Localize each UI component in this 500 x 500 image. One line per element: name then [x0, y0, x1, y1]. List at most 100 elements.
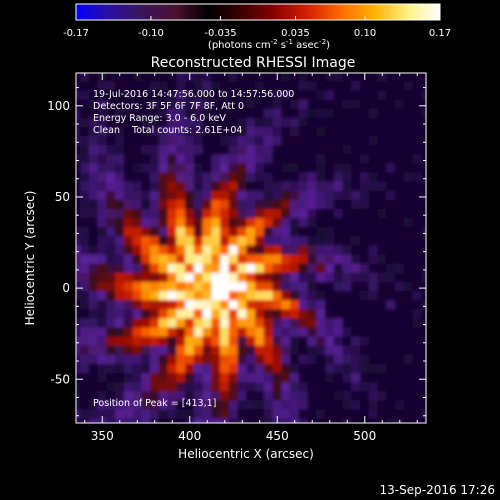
heatmap-cell — [368, 263, 379, 273]
heatmap-cell — [228, 381, 239, 392]
heatmap-cell — [141, 254, 151, 264]
heatmap-cell — [412, 372, 422, 383]
heatmap-cell — [185, 318, 195, 328]
heatmap-cell — [298, 363, 309, 374]
heatmap-cell — [272, 409, 282, 419]
heatmap-cell — [97, 181, 107, 191]
heatmap-cell — [281, 254, 291, 264]
heatmap-cell — [421, 354, 426, 364]
heatmap-cell — [333, 236, 344, 246]
heatmap-cell — [237, 254, 247, 264]
heatmap-cell — [193, 308, 204, 319]
heatmap-cell — [106, 372, 116, 383]
heatmap-cell — [202, 363, 212, 374]
heatmap-cell — [307, 254, 317, 264]
heatmap-cell — [98, 63, 107, 72]
heatmap-cell — [421, 126, 426, 137]
heatmap-cell — [76, 81, 81, 91]
heatmap-cell — [307, 163, 317, 173]
heatmap-cell — [316, 281, 326, 291]
heatmap-cell — [76, 190, 81, 200]
heatmap-cell — [237, 172, 247, 182]
heatmap-cell — [403, 153, 414, 164]
heatmap-cell — [202, 400, 212, 410]
heatmap-cell — [281, 327, 291, 337]
heatmap-cell — [185, 172, 195, 182]
heatmap-cell — [202, 381, 212, 392]
heatmap-cell — [185, 400, 195, 410]
heatmap-cell — [141, 73, 151, 82]
heatmap-cell — [351, 381, 361, 392]
heatmap-cell — [211, 345, 221, 355]
heatmap-cell — [360, 318, 370, 328]
heatmap-cell — [176, 163, 186, 173]
heatmap-cell — [132, 181, 142, 191]
x-tick-label: 450 — [266, 429, 289, 443]
heatmap-cell — [342, 254, 352, 264]
heatmap-cell — [88, 327, 99, 337]
heatmap-cell — [176, 318, 186, 328]
heatmap-cell — [158, 172, 169, 182]
heatmap-cell — [421, 327, 426, 337]
heatmap-cell — [97, 99, 107, 109]
heatmap-cell — [123, 409, 134, 419]
heatmap-cell — [412, 208, 422, 219]
heatmap-cell — [185, 299, 195, 310]
heatmap-cell — [220, 381, 230, 392]
heatmap-cell — [307, 117, 317, 127]
heatmap-cell — [88, 409, 99, 419]
heatmap-cell — [395, 354, 405, 364]
heatmap-cell — [281, 217, 291, 228]
heatmap-cell — [176, 90, 186, 100]
heatmap-cell — [167, 272, 177, 282]
heatmap-cell — [281, 99, 291, 109]
heatmap-cell — [76, 126, 81, 137]
heatmap-cell — [298, 226, 309, 237]
heatmap-cell — [193, 217, 204, 228]
heatmap-cell — [80, 263, 90, 273]
heatmap-cell — [123, 190, 134, 200]
heatmap-cell — [403, 345, 414, 355]
heatmap-cell — [150, 135, 160, 146]
heatmap-cell — [395, 126, 405, 137]
heatmap-cell — [132, 327, 142, 337]
heatmap-cell — [97, 172, 107, 182]
heatmap-cell — [123, 81, 134, 91]
heatmap-cell — [202, 345, 212, 355]
heatmap-cell — [237, 226, 247, 237]
heatmap-cell — [403, 308, 414, 319]
heatmap-cell — [202, 199, 212, 209]
y-tick-label: 50 — [55, 190, 70, 204]
heatmap-cell — [272, 318, 282, 328]
heatmap-cell — [316, 172, 326, 182]
heatmap-cell — [255, 409, 265, 419]
heatmap-cell — [89, 63, 98, 72]
heatmap-cell — [290, 73, 300, 82]
heatmap-cell — [333, 73, 344, 82]
heatmap-cell — [395, 108, 405, 118]
heatmap-cell — [316, 217, 326, 228]
heatmap-cell — [141, 208, 151, 219]
heatmap-cell — [395, 236, 405, 246]
heatmap-cell — [333, 290, 344, 301]
heatmap-cell — [150, 208, 160, 219]
heatmap-cell — [263, 272, 274, 282]
heatmap-cell — [351, 126, 361, 137]
heatmap-cell — [421, 99, 426, 109]
heatmap-cell — [403, 354, 414, 364]
heatmap-cell — [298, 281, 309, 291]
heatmap-cell — [88, 181, 99, 191]
heatmap-cell — [263, 135, 274, 146]
heatmap-cell — [211, 390, 221, 401]
heatmap-cell — [386, 400, 396, 410]
heatmap-cell — [272, 263, 282, 273]
heatmap-cell — [106, 226, 116, 237]
heatmap-cell — [368, 99, 379, 109]
heatmap-cell — [141, 81, 151, 91]
heatmap-cell — [132, 281, 142, 291]
heatmap-cell — [115, 363, 125, 374]
heatmap-cell — [88, 272, 99, 282]
heatmap-cell — [368, 81, 379, 91]
heatmap-cell — [150, 290, 160, 301]
heatmap-cell — [272, 372, 282, 383]
